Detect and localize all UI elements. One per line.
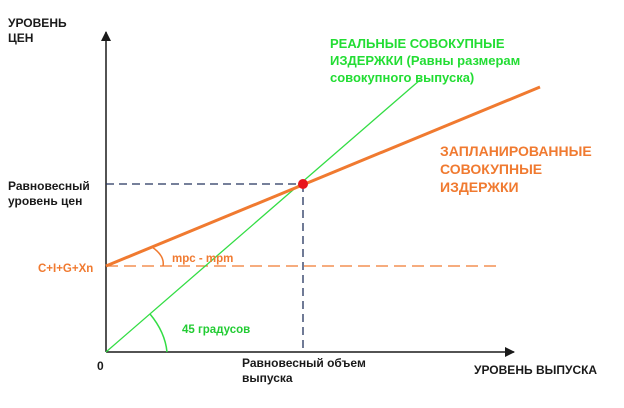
y-axis-label: УРОВЕНЬ ЦЕН	[8, 16, 70, 45]
origin-label: 0	[97, 359, 104, 373]
intercept-label: C+I+G+Xn	[38, 263, 93, 275]
slope-angle-arc	[151, 246, 165, 267]
planned-costs-label: ЗАПЛАНИРОВАННЫЕ СОВОКУПНЫЕ ИЗДЕРЖКИ	[440, 143, 596, 195]
angle-45-arc	[149, 313, 168, 353]
x-axis-label: УРОВЕНЬ ВЫПУСКА	[474, 363, 597, 377]
planned-costs-line	[105, 85, 541, 268]
angle-45-label: 45 градусов	[182, 324, 250, 336]
slope-angle-label: mpc - mpm	[172, 253, 233, 265]
equilibrium-point	[298, 179, 308, 189]
equilibrium-price-label: Равновесный уровень цен	[8, 179, 93, 208]
equilibrium-output-label: Равновесный объем выпуска	[242, 356, 369, 385]
actual-costs-label: РЕАЛЬНЫЕ СОВОКУПНЫЕ ИЗДЕРЖКИ (Равны разм…	[330, 36, 524, 85]
actual-costs-line	[105, 79, 421, 353]
